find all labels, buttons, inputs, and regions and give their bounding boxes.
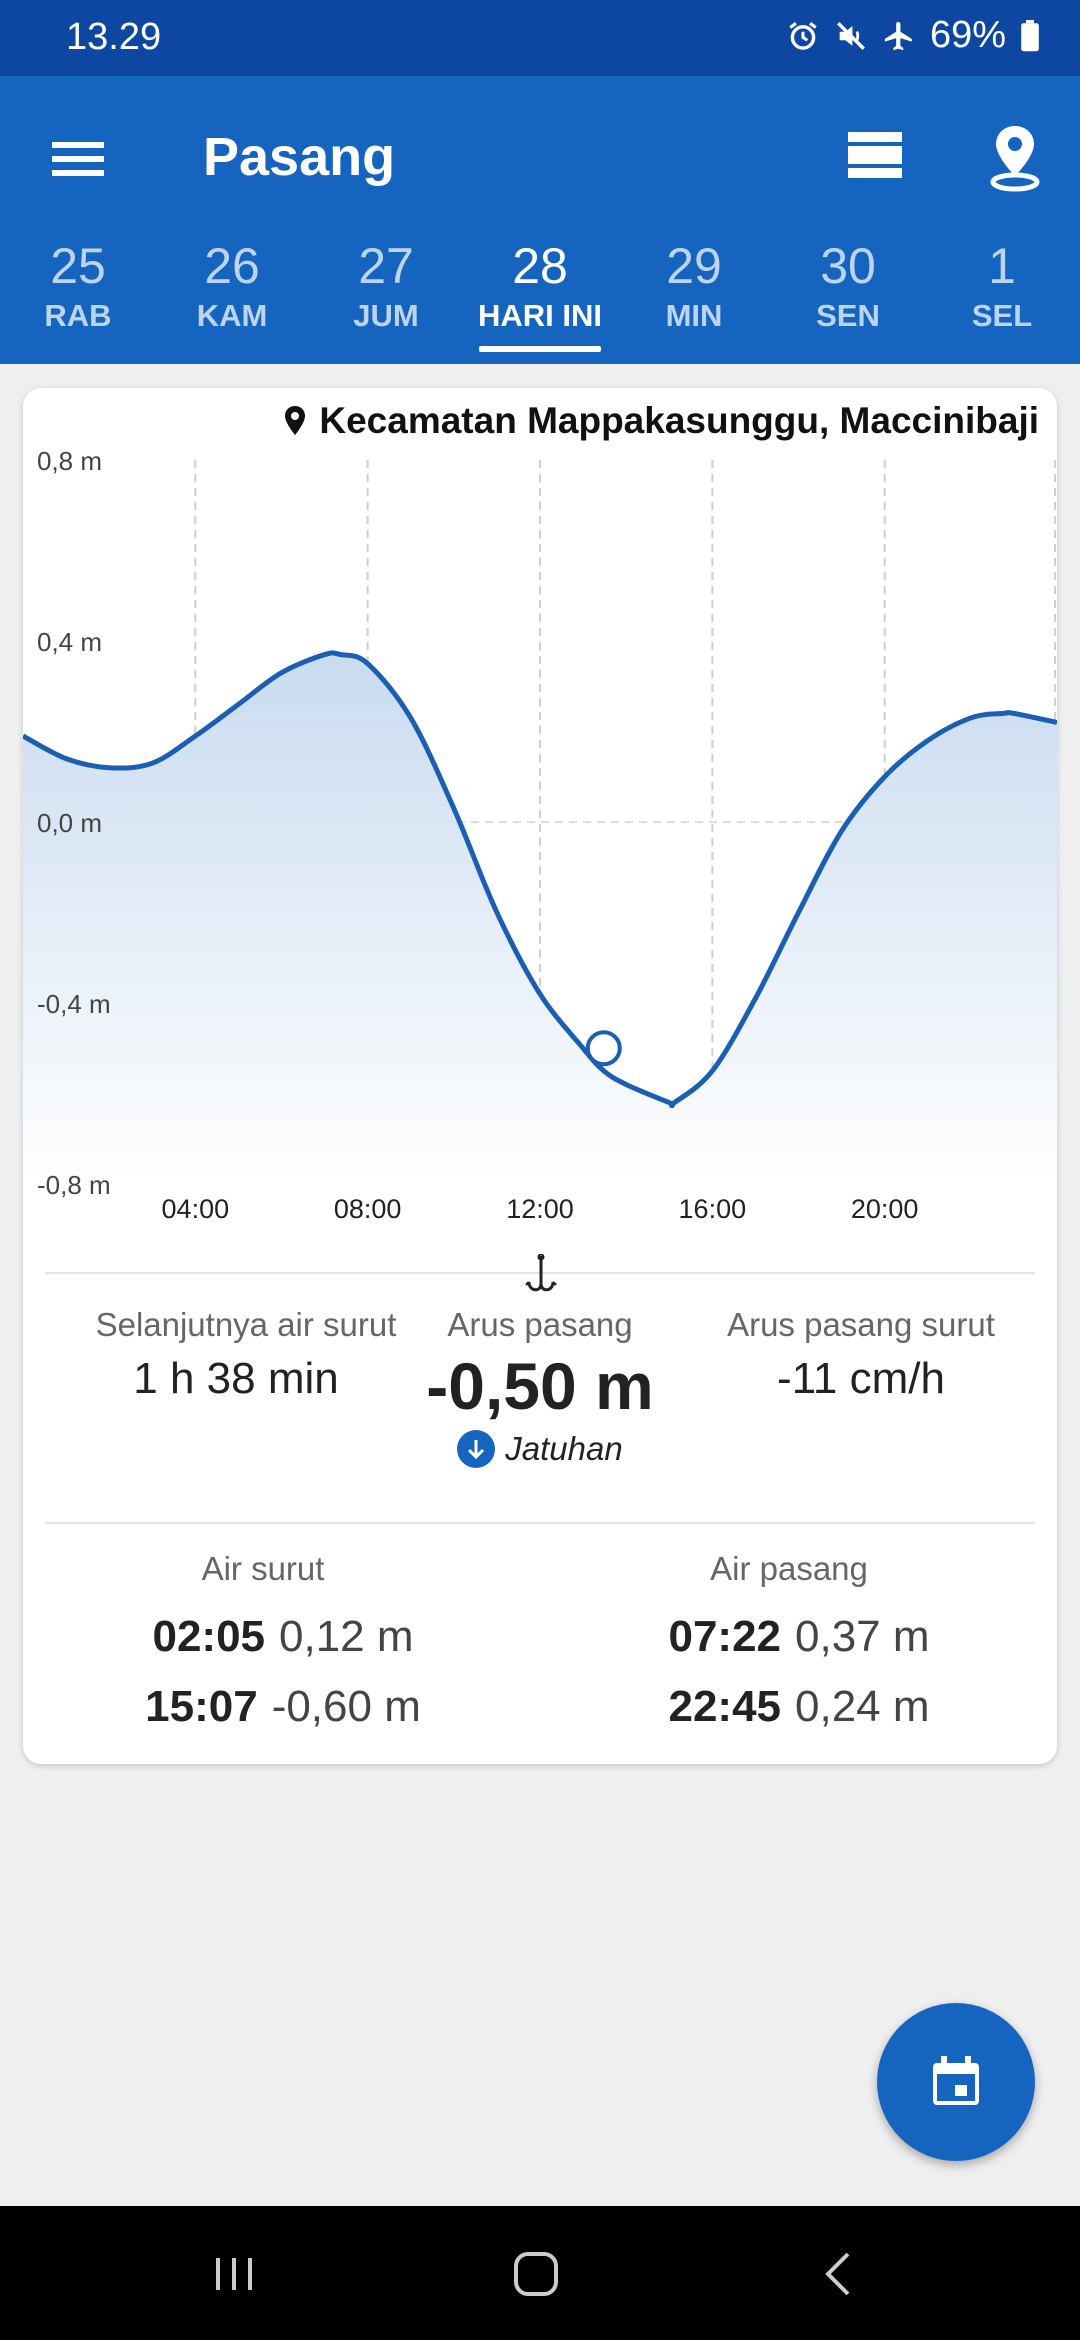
airplane-icon (884, 21, 912, 50)
low-tides-header: Air surut (201, 1550, 325, 1587)
y-tick-label: -0,4 m (37, 989, 111, 1019)
tide-chart[interactable]: 0,8 m 0,4 m 0,0 m -0,4 m -0,8 m 04:00 08:00 12:… (23, 388, 1057, 1248)
location-pin-icon (990, 126, 1040, 192)
day-label: JUM (353, 298, 419, 333)
day-label: SEL (971, 298, 1033, 333)
x-tick-label: 04:00 (162, 1194, 230, 1224)
active-tab-indicator (479, 346, 601, 352)
menu-icon (52, 142, 104, 176)
battery-level: 69% (929, 14, 1006, 56)
status-time: 13.29 (66, 16, 162, 58)
high-tide-time: 22:45 (668, 1682, 782, 1731)
current-tide: Arus pasang -0,50 m Jatuhan (395, 1306, 685, 1468)
tide-state-label: Jatuhan (505, 1430, 623, 1467)
back-icon[interactable] (810, 2244, 870, 2304)
high-tide-height: 0,37 m (795, 1612, 930, 1661)
day-number: 27 (358, 238, 414, 294)
day-tab-27[interactable]: 27 JUM (309, 236, 463, 364)
view-toggle-button[interactable] (840, 120, 910, 190)
day-number: 25 (50, 238, 106, 294)
day-tab-today[interactable]: 28 HARI INI (463, 236, 617, 364)
system-nav-bar (0, 2206, 1080, 2340)
x-tick-label: 12:00 (506, 1194, 574, 1224)
battery-icon (1021, 19, 1039, 51)
y-tick-label: -0,8 m (37, 1170, 111, 1200)
low-tide-row: 02:05 0,12 m (53, 1602, 513, 1672)
location-button[interactable] (980, 120, 1050, 200)
fishing-hook-icon (525, 1254, 557, 1292)
view-list-icon (848, 132, 902, 178)
day-tab-25[interactable]: 25 RAB (1, 236, 155, 364)
day-tab-29[interactable]: 29 MIN (617, 236, 771, 364)
x-tick-label: 08:00 (334, 1194, 402, 1224)
home-icon[interactable] (506, 2244, 566, 2304)
tide-area (23, 652, 1057, 1184)
calendar-icon (933, 2056, 979, 2105)
alarm-icon (789, 21, 817, 50)
day-number: 1 (988, 238, 1016, 294)
current-tide-marker (585, 1030, 622, 1067)
location-name: Kecamatan Mappakasunggu, Maccinibaji (319, 400, 1039, 441)
y-tick-label: 0,0 m (37, 808, 102, 838)
high-tide-time: 07:22 (668, 1612, 782, 1661)
low-tide-height: 0,12 m (279, 1612, 414, 1661)
x-tick-label: 20:00 (851, 1194, 919, 1224)
next-low-tide: Selanjutnya air surut 1 h 38 min (51, 1306, 441, 1404)
day-label: RAB (44, 298, 112, 333)
day-tab-1[interactable]: 1 SEL (925, 236, 1079, 364)
low-tide-height: -0,60 m (271, 1682, 421, 1731)
low-tide-time: 02:05 (152, 1612, 266, 1661)
low-tide-time: 15:07 (145, 1682, 258, 1731)
divider (45, 1522, 1035, 1524)
location-label[interactable]: Kecamatan Mappakasunggu, Maccinibaji (283, 400, 1039, 442)
day-number: 26 (204, 238, 260, 294)
y-tick-label: 0,4 m (37, 627, 102, 657)
high-tides-header: Air pasang (710, 1550, 868, 1587)
recent-apps-icon[interactable] (204, 2244, 264, 2304)
app-bar: Pasang 25 RAB 26 KAM 27 JUM 28 HARI INI … (0, 76, 1080, 364)
app-title: Pasang (203, 127, 396, 187)
high-tide-height: 0,24 m (795, 1682, 930, 1731)
day-number: 29 (666, 238, 722, 294)
tidal-current: Arus pasang surut -11 cm/h (691, 1306, 1031, 1404)
day-tab-30[interactable]: 30 SEN (771, 236, 925, 364)
tide-line (23, 650, 1057, 1109)
tide-card: 0,8 m 0,4 m 0,0 m -0,4 m -0,8 m 04:00 08:00 12:… (23, 388, 1057, 1764)
menu-button[interactable] (44, 128, 114, 188)
day-label: MIN (665, 298, 723, 333)
tidal-current-value: -11 cm/h (777, 1354, 945, 1403)
low-tide-row: 15:07 -0,60 m (53, 1672, 513, 1742)
calendar-fab-button[interactable] (877, 2003, 1035, 2161)
day-number: 30 (820, 238, 876, 294)
day-number: 28 (512, 238, 568, 294)
day-label: KAM (196, 298, 268, 333)
high-tide-row: 22:45 0,24 m (569, 1672, 1029, 1742)
day-tab-26[interactable]: 26 KAM (155, 236, 309, 364)
day-label: SEN (816, 298, 880, 333)
current-tide-value: -0,50 m (426, 1349, 654, 1423)
status-icons: 69% (786, 14, 1040, 57)
day-label: HARI INI (478, 298, 602, 333)
mute-icon (836, 21, 865, 50)
tidal-current-label: Arus pasang surut (727, 1306, 995, 1343)
tide-state: Jatuhan (395, 1430, 685, 1468)
arrow-down-icon (457, 1430, 496, 1468)
day-tabs: 25 RAB 26 KAM 27 JUM 28 HARI INI 29 MIN … (0, 236, 1080, 364)
next-low-tide-label: Selanjutnya air surut (95, 1306, 397, 1343)
y-tick-label: 0,8 m (37, 446, 102, 476)
high-tides: Air pasang 07:22 0,37 m 22:45 0,24 m (569, 1550, 1029, 1742)
x-tick-label: 16:00 (679, 1194, 747, 1224)
high-tide-row: 07:22 0,37 m (569, 1602, 1029, 1672)
current-tide-label: Arus pasang (447, 1306, 633, 1343)
next-low-tide-value: 1 h 38 min (133, 1354, 339, 1403)
status-bar: 13.29 69% (0, 0, 1080, 76)
location-pin-icon (285, 406, 306, 435)
low-tides: Air surut 02:05 0,12 m 15:07 -0,60 m (53, 1550, 513, 1742)
